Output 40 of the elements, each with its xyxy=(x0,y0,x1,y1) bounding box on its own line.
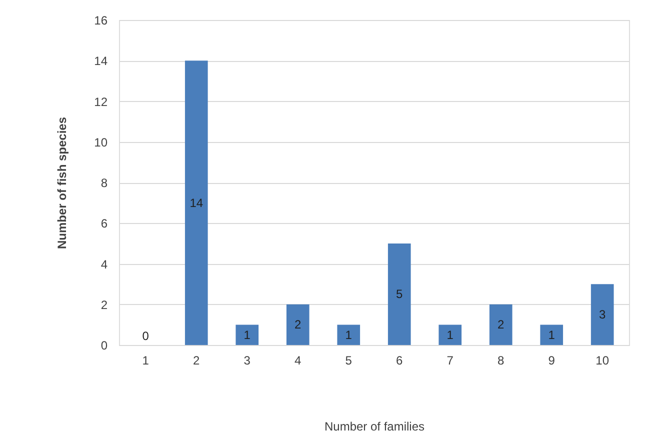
bar xyxy=(337,324,360,345)
bar xyxy=(236,324,259,345)
data-label: 1 xyxy=(345,328,352,342)
y-tick-label: 16 xyxy=(94,14,108,28)
data-label: 2 xyxy=(294,318,302,332)
y-tick-label: 8 xyxy=(100,176,108,190)
y-tick-label: 6 xyxy=(100,216,108,231)
data-label: 2 xyxy=(498,318,505,332)
data-label: 3 xyxy=(599,308,606,322)
x-tick-label: 9 xyxy=(548,354,556,368)
x-tick-label: 3 xyxy=(244,354,251,368)
x-tick-label: 6 xyxy=(396,354,404,368)
x-tick-label: 2 xyxy=(193,354,200,368)
bar xyxy=(590,284,614,345)
x-tick-label: 1 xyxy=(142,354,150,368)
bar xyxy=(286,304,310,345)
bar xyxy=(438,324,462,345)
bar xyxy=(540,324,564,345)
x-tick-label: 10 xyxy=(596,354,610,368)
x-tick-label: 5 xyxy=(345,354,352,368)
data-label: 1 xyxy=(244,328,251,342)
bar xyxy=(388,243,411,345)
x-axis-title: Number of families xyxy=(324,420,425,434)
y-tick-label: 10 xyxy=(94,135,108,150)
y-tick-label: 0 xyxy=(100,338,108,352)
data-label: 14 xyxy=(190,196,204,210)
y-tick-label: 2 xyxy=(100,298,108,312)
data-label: 1 xyxy=(446,328,454,342)
bar xyxy=(489,304,512,345)
x-tick-label: 4 xyxy=(294,354,302,368)
y-tick-label: 14 xyxy=(94,54,108,68)
y-tick-label: 4 xyxy=(100,257,108,272)
data-label: 0 xyxy=(142,329,150,343)
data-label: 5 xyxy=(396,287,404,302)
x-tick-label: 7 xyxy=(446,354,454,368)
y-tick-label: 12 xyxy=(94,94,108,109)
data-label: 1 xyxy=(548,328,556,342)
y-axis-title: Number of fish species xyxy=(55,116,70,250)
bar xyxy=(184,60,208,345)
x-tick-label: 8 xyxy=(498,354,505,368)
